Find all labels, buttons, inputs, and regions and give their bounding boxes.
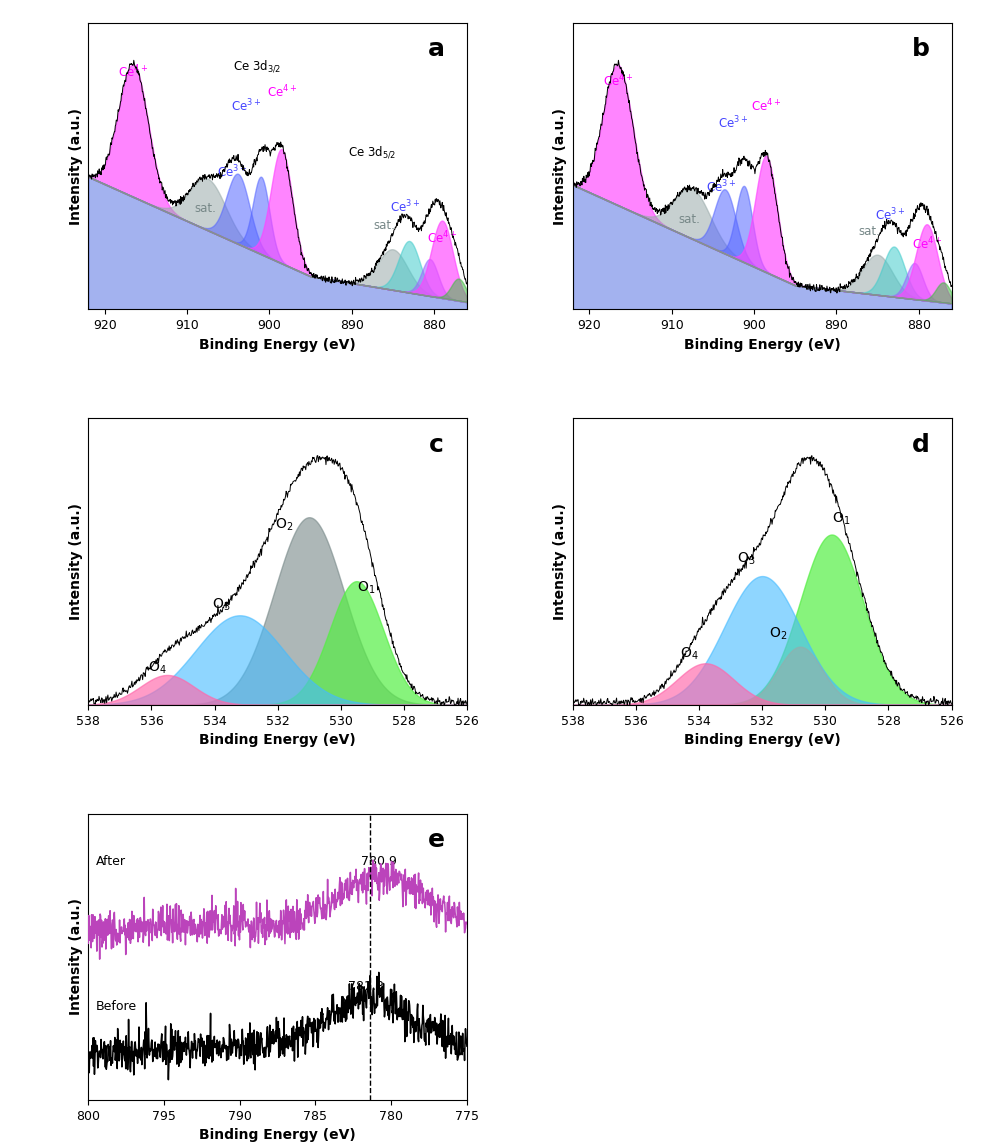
Text: sat.: sat.: [679, 213, 700, 227]
Text: O$_2$: O$_2$: [275, 517, 293, 533]
Y-axis label: Intensity (a.u.): Intensity (a.u.): [553, 503, 567, 620]
Text: Ce$^{3+}$: Ce$^{3+}$: [232, 99, 262, 115]
Text: O$_1$: O$_1$: [357, 580, 375, 596]
X-axis label: Binding Energy (eV): Binding Energy (eV): [684, 733, 841, 747]
Text: Ce$^{4+}$: Ce$^{4+}$: [427, 230, 457, 246]
Text: Before: Before: [96, 1000, 137, 1013]
X-axis label: Binding Energy (eV): Binding Energy (eV): [199, 733, 356, 747]
Text: Ce 3d$_{3/2}$: Ce 3d$_{3/2}$: [232, 58, 282, 74]
Y-axis label: Intensity (a.u.): Intensity (a.u.): [69, 898, 82, 1015]
Text: O$_2$: O$_2$: [769, 626, 787, 642]
Text: O$_4$: O$_4$: [681, 645, 699, 661]
Text: sat.: sat.: [194, 202, 216, 215]
Text: Ce$^{3+}$: Ce$^{3+}$: [217, 164, 247, 181]
Y-axis label: Intensity (a.u.): Intensity (a.u.): [69, 108, 82, 225]
Text: sat.: sat.: [374, 219, 395, 231]
Text: Ce 3d$_{5/2}$: Ce 3d$_{5/2}$: [348, 144, 396, 160]
Text: e: e: [428, 827, 445, 851]
Text: 781.8: 781.8: [347, 980, 384, 994]
Text: a: a: [428, 38, 445, 61]
X-axis label: Binding Energy (eV): Binding Energy (eV): [199, 1129, 356, 1143]
Text: Ce$^{4+}$: Ce$^{4+}$: [603, 72, 634, 89]
Text: Ce$^{3+}$: Ce$^{3+}$: [875, 207, 905, 223]
Text: sat.: sat.: [858, 225, 880, 238]
Text: Ce$^{4+}$: Ce$^{4+}$: [911, 236, 942, 252]
Text: O$_4$: O$_4$: [148, 660, 167, 676]
Text: c: c: [430, 432, 444, 456]
Text: Ce$^{4+}$: Ce$^{4+}$: [751, 99, 782, 115]
Y-axis label: Intensity (a.u.): Intensity (a.u.): [69, 503, 82, 620]
X-axis label: Binding Energy (eV): Binding Energy (eV): [199, 338, 356, 352]
Text: Ce$^{3+}$: Ce$^{3+}$: [706, 179, 737, 195]
Text: After: After: [96, 855, 126, 869]
Text: d: d: [912, 432, 930, 456]
Text: O$_3$: O$_3$: [212, 597, 230, 613]
Y-axis label: Intensity (a.u.): Intensity (a.u.): [553, 108, 567, 225]
Text: O$_1$: O$_1$: [832, 511, 851, 527]
Text: Ce$^{4+}$: Ce$^{4+}$: [119, 64, 149, 80]
Text: 780.9: 780.9: [361, 855, 396, 869]
Text: Ce$^{3+}$: Ce$^{3+}$: [390, 198, 421, 215]
X-axis label: Binding Energy (eV): Binding Energy (eV): [684, 338, 841, 352]
Text: Ce$^{3+}$: Ce$^{3+}$: [718, 116, 749, 132]
Text: O$_3$: O$_3$: [738, 551, 755, 567]
Text: Ce$^{4+}$: Ce$^{4+}$: [267, 84, 297, 101]
Text: b: b: [912, 38, 930, 61]
